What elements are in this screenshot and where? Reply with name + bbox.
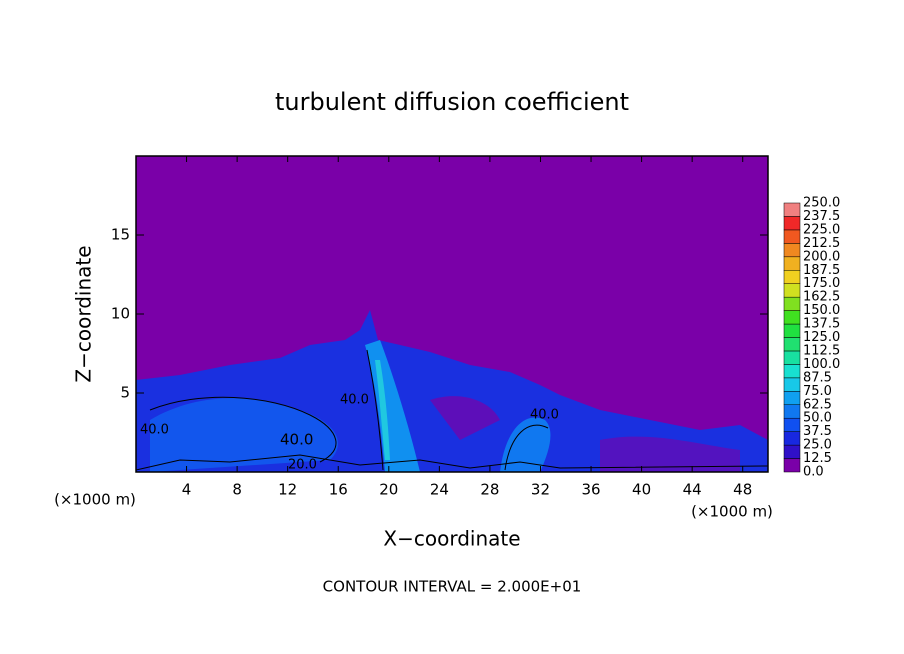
colorbar-label: 100.0: [803, 357, 840, 372]
footer-note: CONTOUR INTERVAL = 2.000E+01: [323, 578, 582, 596]
x-tick-label: 24: [430, 481, 449, 499]
x-tick-label: 28: [480, 481, 499, 499]
colorbar-cell: [783, 270, 801, 284]
colorbar-label: 25.0: [803, 438, 832, 453]
colorbar-label: 200.0: [803, 249, 840, 264]
colorbar-label: 162.5: [803, 290, 840, 305]
colorbar-label: 237.5: [803, 209, 840, 224]
x-tick-label: 4: [182, 481, 192, 499]
colorbar-label: 225.0: [803, 222, 840, 237]
colorbar-label: 212.5: [803, 236, 840, 251]
y-axis-label: Z−coordinate: [72, 245, 96, 382]
contour-label: 40.0: [280, 431, 313, 449]
colorbar-cell: [783, 216, 801, 231]
contour-label: 20.0: [288, 458, 317, 473]
x-unit: (×1000 m): [54, 491, 136, 509]
y-tick-label: 10: [111, 305, 130, 323]
colorbar-label: 75.0: [803, 384, 832, 399]
colorbar-label: 12.5: [803, 451, 832, 466]
colorbar-cell: [783, 323, 801, 338]
colorbar-cell: [783, 310, 801, 325]
x-tick-label: 12: [278, 481, 297, 499]
colorbar-label: 87.5: [803, 370, 832, 385]
colorbar-cell: [783, 243, 801, 258]
x-tick-label: 16: [329, 481, 348, 499]
colorbar-cell: [783, 444, 801, 459]
colorbar-cell: [783, 202, 801, 217]
colorbar-cell: [783, 364, 801, 379]
colorbar-label: 0.0: [803, 465, 824, 480]
colorbar-cell: [783, 350, 801, 365]
colorbar-label: 137.5: [803, 317, 840, 332]
chart-title: turbulent diffusion coefficient: [275, 88, 629, 116]
x-tick-label: 48: [733, 481, 752, 499]
x-tick-label: 20: [379, 481, 398, 499]
x-tick-label: 36: [581, 481, 600, 499]
colorbar-cell: [783, 458, 801, 473]
colorbar-cell: [783, 404, 801, 419]
colorbar-cell: [783, 391, 801, 405]
field: [136, 156, 768, 472]
colorbar-cell: [783, 283, 801, 298]
colorbar-cell: [783, 256, 801, 271]
colorbar-cell: [783, 431, 801, 446]
colorbar-label: 125.0: [803, 330, 840, 345]
colorbar-cell: [783, 229, 801, 244]
x-tick-label: 40: [632, 481, 651, 499]
contour-label: 40.0: [530, 408, 559, 423]
colorbar-label: 37.5: [803, 424, 832, 439]
colorbar-cell: [783, 417, 801, 432]
contour-label: 40.0: [140, 423, 169, 438]
x-tick-label: 44: [683, 481, 702, 499]
x-tick-label: 8: [232, 481, 242, 499]
colorbar-label: 112.5: [803, 343, 840, 358]
x-axis-label: X−coordinate: [383, 527, 520, 551]
colorbar-label: 187.5: [803, 263, 840, 278]
contour-label: 40.0: [340, 393, 369, 408]
colorbar-cell: [783, 337, 801, 352]
colorbar-label: 175.0: [803, 276, 840, 291]
colorbar-label: 62.5: [803, 397, 832, 412]
colorbar-label: 250.0: [803, 196, 840, 211]
y-tick-label: 5: [120, 384, 130, 402]
colorbar-cell: [783, 296, 801, 311]
x-tick-label: 32: [531, 481, 550, 499]
x-unit: (×1000 m): [691, 503, 773, 521]
colorbar-label: 150.0: [803, 303, 840, 318]
colorbar-cell: [783, 377, 801, 392]
colorbar-label: 50.0: [803, 411, 832, 426]
y-tick-label: 15: [111, 226, 130, 244]
